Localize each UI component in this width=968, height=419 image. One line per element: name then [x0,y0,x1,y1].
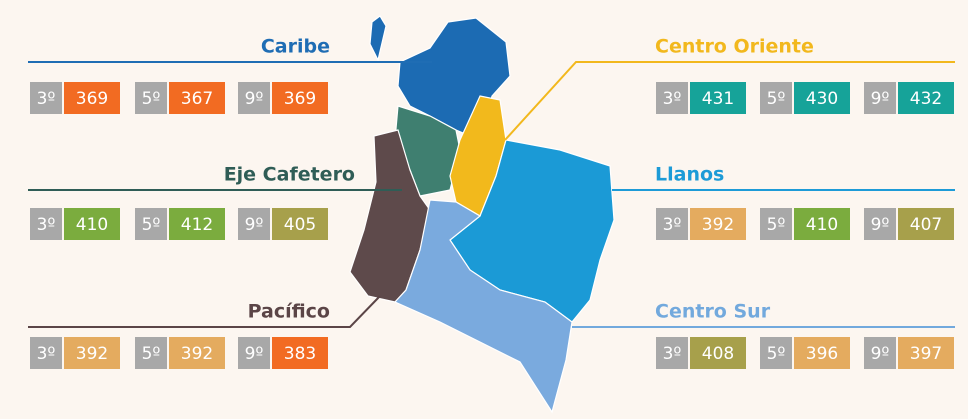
region-title: Centro Sur [655,301,771,323]
score-value: 431 [702,89,734,109]
connector [504,61,955,141]
score-value: 383 [284,344,316,364]
grade-label: 3º [663,89,682,109]
score-box [898,208,954,240]
score-value: 367 [181,89,213,109]
grade-box [760,208,792,240]
score-value: 405 [284,215,316,235]
grade-box [864,208,896,240]
grade-label: 5º [142,89,161,109]
region-title: Llanos [655,164,724,186]
score-box [794,82,850,114]
score-box [169,208,225,240]
grade-label: 3º [37,344,56,364]
grade-label: 9º [245,215,264,235]
connectors [28,61,955,328]
connector [28,295,381,328]
score-value: 408 [702,344,734,364]
score-box [64,337,120,369]
grade-label: 9º [245,344,264,364]
grade-box [760,337,792,369]
score-box [169,337,225,369]
grade-label: 3º [663,344,682,364]
map [349,15,615,414]
score-value: 369 [76,89,108,109]
score-value: 369 [284,89,316,109]
grade-box [656,82,688,114]
grade-box [656,337,688,369]
score-box [272,82,328,114]
grade-box [656,208,688,240]
score-value: 410 [806,215,838,235]
score-value: 397 [910,344,942,364]
score-value: 396 [806,344,838,364]
grade-label: 5º [142,215,161,235]
grade-label: 9º [871,89,890,109]
score-box [898,82,954,114]
score-box [794,208,850,240]
grade-box [30,337,62,369]
grade-box [135,337,167,369]
grade-label: 9º [245,89,264,109]
grade-label: 3º [663,215,682,235]
score-value: 410 [76,215,108,235]
grade-box [238,82,270,114]
grade-box [135,82,167,114]
grade-label: 5º [142,344,161,364]
grade-box [30,208,62,240]
grade-box [238,337,270,369]
score-value: 412 [181,215,213,235]
score-box [64,208,120,240]
grade-label: 9º [871,344,890,364]
score-value: 392 [702,215,734,235]
score-box [794,337,850,369]
grade-label: 5º [767,89,786,109]
island [369,15,387,62]
grade-label: 3º [37,89,56,109]
grade-box [760,82,792,114]
score-box [690,208,746,240]
score-box [690,337,746,369]
region-title: Centro Oriente [655,36,814,58]
score-box [272,208,328,240]
grade-box [864,82,896,114]
region-title: Pacífico [248,301,330,323]
score-box [169,82,225,114]
region-title: Caribe [261,36,330,58]
grade-box [238,208,270,240]
grade-label: 3º [37,215,56,235]
grade-box [135,208,167,240]
score-box [64,82,120,114]
score-value: 407 [910,215,942,235]
region-title: Eje Cafetero [224,164,355,186]
score-box [690,82,746,114]
score-box [898,337,954,369]
grade-box [864,337,896,369]
grade-label: 9º [871,215,890,235]
score-value: 392 [76,344,108,364]
grade-box [30,82,62,114]
region-centro-sur [393,199,573,414]
score-box [272,337,328,369]
score-value: 430 [806,89,838,109]
grade-label: 5º [767,344,786,364]
score-value: 432 [910,89,942,109]
score-value: 392 [181,344,213,364]
grade-label: 5º [767,215,786,235]
